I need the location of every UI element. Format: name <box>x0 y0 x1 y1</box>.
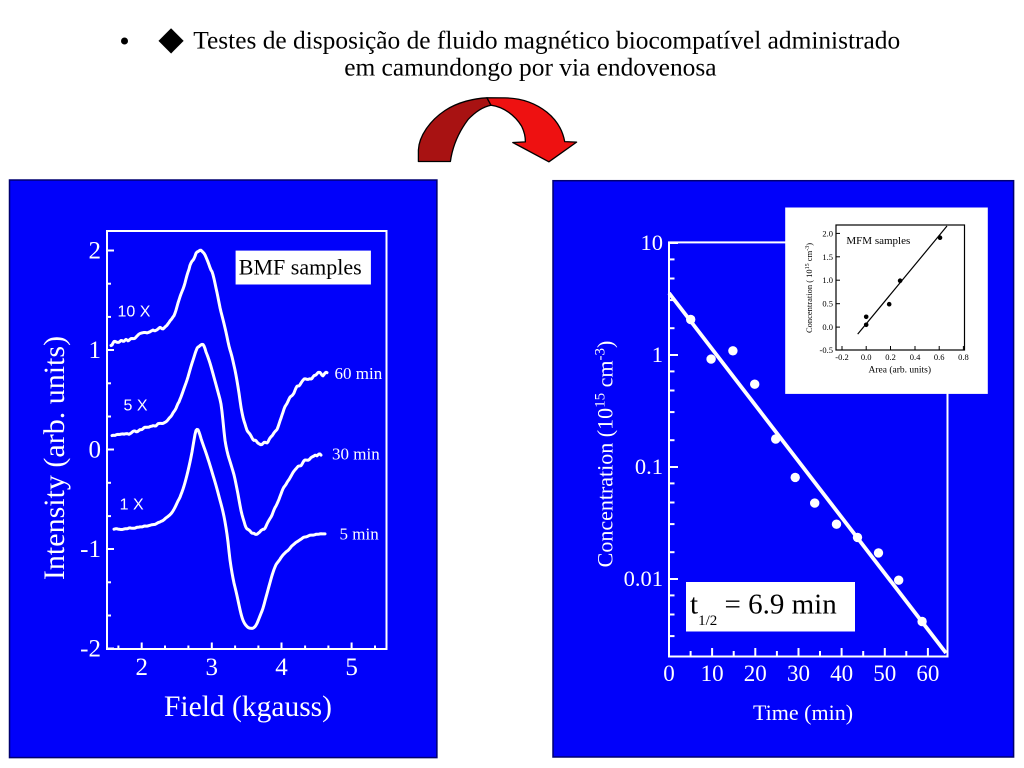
svg-text:-2: -2 <box>80 636 101 663</box>
svg-text:1: 1 <box>652 342 663 367</box>
svg-text:0.5: 0.5 <box>822 299 833 309</box>
svg-text:0.0: 0.0 <box>822 322 833 332</box>
svg-text:10: 10 <box>641 230 664 255</box>
svg-text:4: 4 <box>275 654 288 681</box>
svg-text:em camundongo por via endoveno: em camundongo por via endovenosa <box>344 53 716 81</box>
svg-text:10 X: 10 X <box>118 304 151 321</box>
svg-text:20: 20 <box>744 661 767 686</box>
svg-text:0.0: 0.0 <box>861 352 872 362</box>
svg-text:Concentration (1015 cm-3): Concentration (1015 cm-3) <box>593 341 618 568</box>
svg-text:10: 10 <box>701 661 724 686</box>
svg-text:0.01: 0.01 <box>624 566 663 591</box>
svg-text:Testes de disposição de fluido: Testes de disposição de fluido magnético… <box>193 27 900 55</box>
svg-text:Concentration ( 1015 cm-3): Concentration ( 1015 cm-3) <box>804 243 814 333</box>
svg-text:0.1: 0.1 <box>635 454 663 479</box>
svg-text:0.2: 0.2 <box>885 352 896 362</box>
svg-text:30 min: 30 min <box>332 445 380 464</box>
svg-text:BMF samples: BMF samples <box>239 254 362 279</box>
svg-text:40: 40 <box>830 661 853 686</box>
svg-text:◆: ◆ <box>158 22 184 58</box>
svg-text:1.5: 1.5 <box>822 252 833 262</box>
svg-text:-0.5: -0.5 <box>820 345 833 355</box>
svg-text:1 X: 1 X <box>120 497 144 514</box>
svg-text:Area (arb. units): Area (arb. units) <box>869 365 932 376</box>
svg-text:2: 2 <box>89 238 102 265</box>
svg-text:Intensity (arb. units): Intensity (arb. units) <box>38 336 71 580</box>
svg-text:2: 2 <box>135 654 148 681</box>
svg-text:50: 50 <box>873 661 896 686</box>
svg-text:0.8: 0.8 <box>958 352 969 362</box>
svg-text:0: 0 <box>663 661 675 686</box>
svg-text:1.0: 1.0 <box>822 275 833 285</box>
svg-text:5: 5 <box>345 654 358 681</box>
svg-text:0.4: 0.4 <box>910 352 921 362</box>
svg-text:0: 0 <box>89 437 102 464</box>
svg-text:3: 3 <box>206 654 219 681</box>
svg-text:5 min: 5 min <box>340 525 380 544</box>
svg-text:60 min: 60 min <box>335 364 383 383</box>
svg-text:2.0: 2.0 <box>822 228 833 238</box>
svg-text:0.6: 0.6 <box>934 352 945 362</box>
svg-text:1: 1 <box>89 337 102 364</box>
svg-text:-1: -1 <box>80 536 101 563</box>
svg-text:Field (kgauss): Field (kgauss) <box>164 691 332 723</box>
svg-text:30: 30 <box>787 661 810 686</box>
svg-text:5 X: 5 X <box>124 398 148 415</box>
svg-text:60: 60 <box>916 661 939 686</box>
svg-text:-0.2: -0.2 <box>835 352 848 362</box>
svg-text:MFM samples: MFM samples <box>846 235 910 247</box>
svg-text:Time (min): Time (min) <box>753 700 853 725</box>
